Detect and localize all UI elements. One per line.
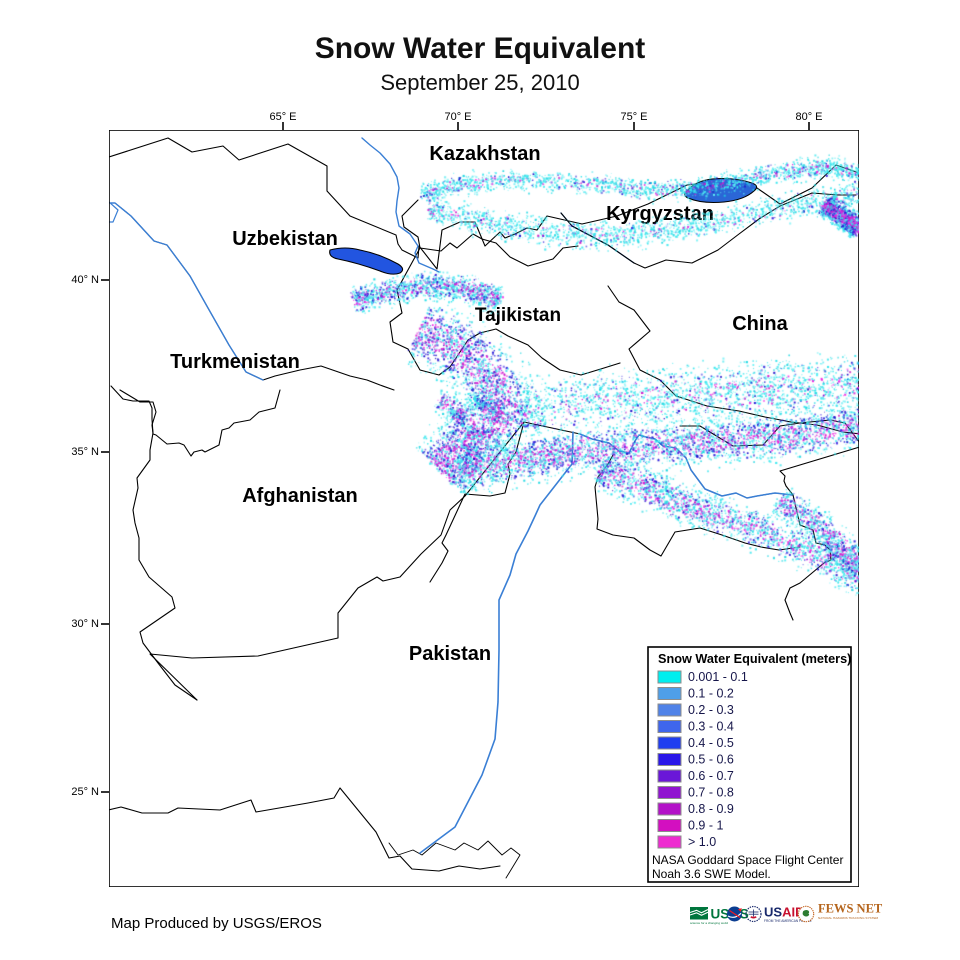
svg-text:NATURAL HAZARDS TRACKING SYSTE: NATURAL HAZARDS TRACKING SYSTEM: [818, 916, 879, 920]
svg-text:0.001 - 0.1: 0.001 - 0.1: [688, 670, 748, 684]
svg-text:0.5 - 0.6: 0.5 - 0.6: [688, 753, 734, 767]
svg-text:0.2 - 0.3: 0.2 - 0.3: [688, 703, 734, 717]
svg-text:0.4 - 0.5: 0.4 - 0.5: [688, 736, 734, 750]
svg-text:USAID: USAID: [764, 905, 804, 920]
svg-text:65° E: 65° E: [269, 111, 296, 123]
svg-text:0.3 - 0.4: 0.3 - 0.4: [688, 720, 734, 734]
svg-text:40° N: 40° N: [71, 274, 99, 286]
svg-text:0.1 - 0.2: 0.1 - 0.2: [688, 687, 734, 701]
svg-text:35° N: 35° N: [71, 446, 99, 458]
svg-text:0.8 - 0.9: 0.8 - 0.9: [688, 802, 734, 816]
svg-text:0.6 - 0.7: 0.6 - 0.7: [688, 769, 734, 783]
svg-text:science for a changing world: science for a changing world: [690, 921, 728, 925]
svg-text:Noah 3.6 SWE Model.: Noah 3.6 SWE Model.: [652, 867, 771, 881]
svg-text:> 1.0: > 1.0: [688, 835, 716, 849]
svg-text:80° E: 80° E: [795, 111, 822, 123]
svg-text:Snow Water Equivalent (meters): Snow Water Equivalent (meters): [658, 652, 851, 666]
svg-text:0.7 - 0.8: 0.7 - 0.8: [688, 786, 734, 800]
svg-text:FEWS NET: FEWS NET: [818, 902, 883, 916]
svg-text:25° N: 25° N: [71, 786, 99, 798]
svg-text:75° E: 75° E: [620, 111, 647, 123]
svg-text:30° N: 30° N: [71, 618, 99, 630]
svg-text:0.9 - 1: 0.9 - 1: [688, 819, 723, 833]
svg-text:70° E: 70° E: [444, 111, 471, 123]
svg-text:NASA Goddard Space Flight Cent: NASA Goddard Space Flight Center: [652, 853, 843, 867]
